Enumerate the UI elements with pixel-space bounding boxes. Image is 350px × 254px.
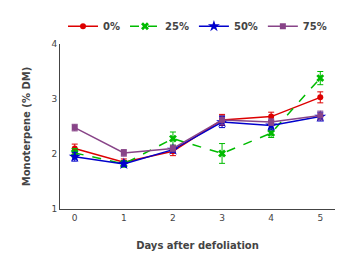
svg-text:Days after defoliation: Days after defoliation (136, 240, 259, 251)
svg-text:0: 0 (72, 213, 78, 223)
svg-text:1: 1 (51, 204, 57, 214)
svg-text:Monoterpene (% DM): Monoterpene (% DM) (21, 67, 32, 187)
svg-text:3: 3 (51, 94, 57, 104)
svg-text:3: 3 (219, 213, 225, 223)
svg-text:2: 2 (51, 149, 57, 159)
svg-text:0%: 0% (103, 21, 120, 32)
svg-text:4: 4 (51, 39, 57, 49)
svg-text:25%: 25% (165, 21, 189, 32)
svg-text:75%: 75% (303, 21, 327, 32)
svg-text:4: 4 (268, 213, 274, 223)
svg-text:50%: 50% (234, 21, 258, 32)
svg-text:2: 2 (170, 213, 176, 223)
svg-text:5: 5 (317, 213, 323, 223)
svg-text:1: 1 (121, 213, 127, 223)
